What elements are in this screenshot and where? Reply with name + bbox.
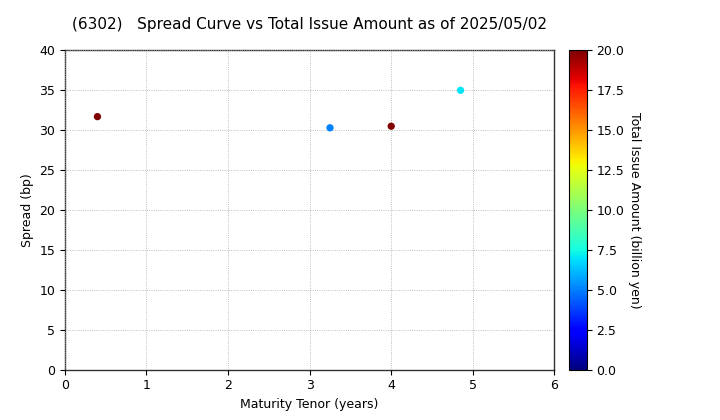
Point <box>324 124 336 131</box>
Point <box>455 87 467 94</box>
Y-axis label: Spread (bp): Spread (bp) <box>21 173 34 247</box>
Y-axis label: Total Issue Amount (billion yen): Total Issue Amount (billion yen) <box>628 112 641 308</box>
Point <box>385 123 397 129</box>
Point <box>91 113 103 120</box>
X-axis label: Maturity Tenor (years): Maturity Tenor (years) <box>240 398 379 411</box>
Text: (6302)   Spread Curve vs Total Issue Amount as of 2025/05/02: (6302) Spread Curve vs Total Issue Amoun… <box>72 17 547 32</box>
